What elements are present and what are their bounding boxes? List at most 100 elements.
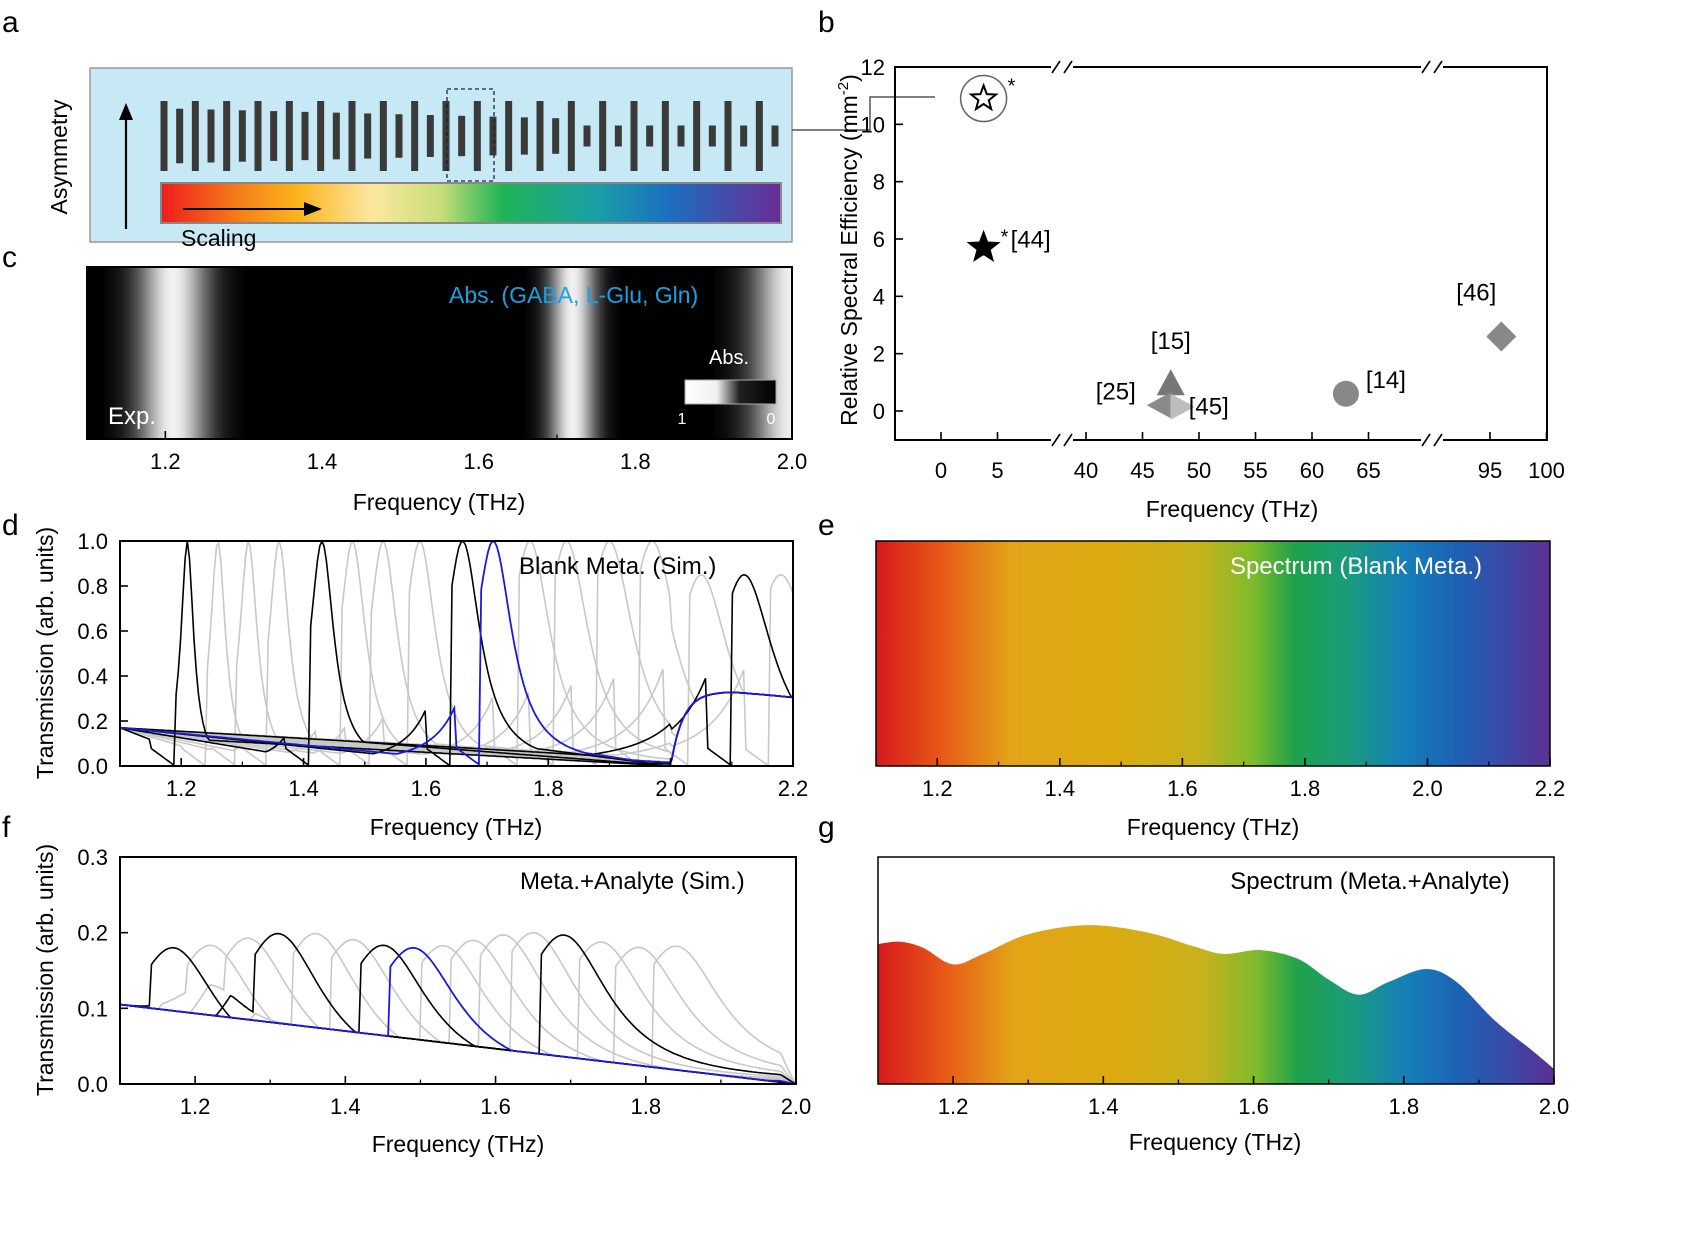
heatmap-cell bbox=[219, 267, 222, 439]
heatmap-cell bbox=[157, 267, 160, 439]
panel-letter-f: f bbox=[2, 811, 11, 844]
colorbar bbox=[684, 379, 777, 405]
resonator-bar bbox=[426, 115, 434, 157]
heatmap-cell bbox=[107, 267, 110, 439]
x-tick-label: 1.4 bbox=[330, 1094, 361, 1119]
x-tick-label: 1.6 bbox=[463, 449, 494, 474]
heatmap-cell bbox=[215, 267, 218, 439]
heatmap-cell bbox=[569, 267, 573, 439]
asymmetry-arrow-head bbox=[119, 103, 133, 120]
resonator-bar bbox=[223, 101, 231, 171]
heatmap-cell bbox=[555, 267, 559, 439]
heatmap-cell bbox=[141, 267, 144, 439]
axis-break-marks bbox=[1051, 60, 1443, 447]
heatmap-cell bbox=[207, 267, 210, 439]
heatmap-cell bbox=[169, 267, 172, 439]
heatmap-cell bbox=[177, 267, 180, 439]
heatmap-cell bbox=[715, 267, 719, 439]
resonator-bar bbox=[254, 101, 262, 171]
heatmap-cell bbox=[149, 267, 152, 439]
x-tick-label: 2.0 bbox=[781, 1094, 812, 1119]
heatmap-cell bbox=[575, 267, 579, 439]
heatmap-cell bbox=[613, 267, 617, 439]
b-x-axis-ticks: 0 5 40 45 50 55 60 65 95 100 bbox=[935, 432, 1565, 483]
x-tick-label: 40 bbox=[1074, 458, 1098, 483]
f-title: Meta.+Analyte (Sim.) bbox=[520, 868, 745, 895]
heatmap-cell bbox=[723, 267, 727, 439]
resonator-bar bbox=[364, 113, 372, 159]
x-tick-label: 2.2 bbox=[778, 776, 809, 801]
d-axis-ticks: 1.2 1.4 1.6 1.8 2.0 2.2 0.0 0.2 0.4 0.6 0.8 1.0 bbox=[77, 529, 808, 801]
heatmap-cell bbox=[777, 267, 781, 439]
heatmap-cell bbox=[151, 267, 154, 439]
heatmap-cell bbox=[165, 267, 168, 439]
heatmap-cell bbox=[755, 267, 759, 439]
heatmap-cell bbox=[535, 267, 539, 439]
heatmap-cell bbox=[739, 267, 743, 439]
heatmap-bands bbox=[103, 267, 793, 439]
heatmap-cell bbox=[743, 267, 747, 439]
y-tick-label: 0.2 bbox=[77, 709, 108, 734]
b-x-axis-title: Frequency (THz) bbox=[1146, 496, 1319, 522]
heatmap-cell bbox=[181, 267, 184, 439]
y-tick-label: 8 bbox=[873, 170, 885, 195]
heatmap-cell bbox=[559, 267, 563, 439]
heatmap-exp-label: Exp. bbox=[108, 403, 156, 430]
heatmap-cell bbox=[733, 267, 737, 439]
heatmap-cell bbox=[185, 267, 188, 439]
heatmap-cell bbox=[195, 267, 198, 439]
heatmap-cell bbox=[135, 267, 138, 439]
heatmap-cell bbox=[617, 267, 621, 439]
f-frame bbox=[119, 856, 797, 1085]
heatmap-cell bbox=[771, 267, 775, 439]
heatmap-cell bbox=[223, 267, 226, 439]
panel-b-frame bbox=[894, 66, 1548, 441]
resonator-bar bbox=[191, 101, 199, 171]
heatmap-cell bbox=[191, 267, 194, 439]
heatmap-cell bbox=[775, 267, 779, 439]
resonator-bar bbox=[661, 101, 669, 171]
d-y-axis-title: Transmission (arb. units) bbox=[32, 527, 58, 779]
y-tick-label: 0.3 bbox=[77, 845, 108, 870]
heatmap-cell bbox=[205, 267, 208, 439]
heatmap-cell bbox=[123, 267, 126, 439]
filled-star-marker bbox=[966, 229, 1001, 262]
b-data-points: ** [44][15][25][45][14][46] bbox=[959, 74, 1517, 421]
heatmap-cell bbox=[183, 267, 186, 439]
resonator-bar bbox=[317, 101, 325, 171]
e-x-axis-title: Frequency (THz) bbox=[1127, 814, 1300, 840]
heatmap-cell bbox=[763, 267, 767, 439]
heatmap-cell bbox=[139, 267, 142, 439]
heatmap-cell bbox=[589, 267, 593, 439]
y-tick-label: 10 bbox=[861, 112, 885, 137]
heatmap-cell bbox=[241, 267, 244, 439]
panel-c: Abs. (GABA, L-Glu, Gln) Exp. Abs. 1 0 1.… bbox=[86, 266, 807, 515]
heatmap-cell bbox=[115, 267, 118, 439]
point-label: [45] bbox=[1189, 394, 1229, 421]
scaling-arrow-head bbox=[304, 202, 322, 216]
colorbar-min: 1 bbox=[678, 411, 687, 428]
x-tick-label: 2.0 bbox=[1539, 1094, 1570, 1119]
heatmap-cell bbox=[571, 267, 575, 439]
b-y-axis-title: Relative Spectral Efficiency (mm-2) bbox=[835, 74, 862, 426]
heatmap-cell bbox=[167, 267, 170, 439]
resonator-bar bbox=[583, 125, 591, 147]
heatmap-cell bbox=[189, 267, 192, 439]
b-y-axis-ticks: 0 2 4 6 8 10 12 bbox=[861, 55, 903, 424]
panel-letter-e: e bbox=[818, 509, 835, 542]
heatmap-cell bbox=[155, 267, 158, 439]
asymmetry-label: Asymmetry bbox=[46, 99, 72, 215]
heatmap-cell bbox=[543, 267, 547, 439]
e-axis-ticks: 1.2 1.4 1.6 1.8 2.0 2.2 bbox=[922, 758, 1565, 801]
heatmap-cell bbox=[773, 267, 777, 439]
g-frame bbox=[877, 856, 1555, 1085]
g-title: Spectrum (Meta.+Analyte) bbox=[1230, 868, 1509, 895]
heatmap-cell bbox=[137, 267, 140, 439]
triangle-right-marker bbox=[1170, 393, 1195, 420]
point-label: * bbox=[1008, 76, 1016, 98]
panel-letter-c: c bbox=[2, 241, 17, 274]
heatmap-cell bbox=[581, 267, 585, 439]
d-x-axis-title: Frequency (THz) bbox=[370, 814, 543, 840]
heatmap-cell bbox=[607, 267, 611, 439]
x-tick-label: 1.4 bbox=[1045, 776, 1076, 801]
